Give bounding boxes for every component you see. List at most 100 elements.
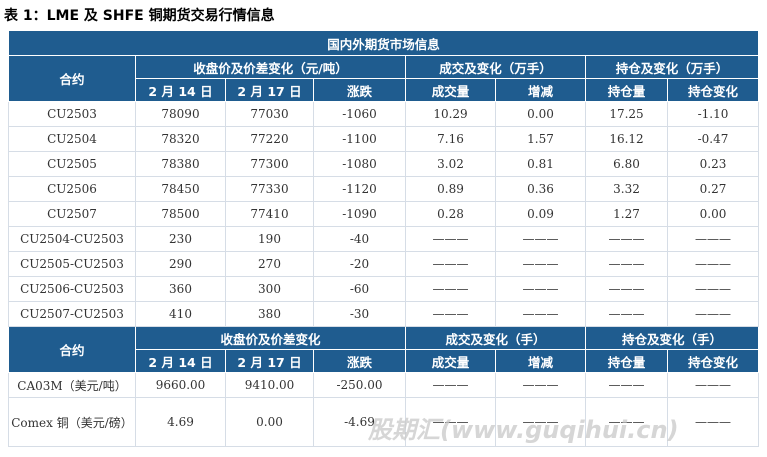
data-cell: ——— [585, 372, 668, 398]
table-row: 合约 收盘价及价差变化 成交及变化（手） 持仓及变化（手） [8, 326, 760, 373]
data-cell: 190 [225, 226, 314, 252]
data-cell: 7.16 [405, 126, 496, 152]
header-cell: 成交及变化（万手） [405, 55, 586, 79]
data-cell: ——— [666, 251, 760, 277]
data-cell: -1060 [313, 101, 406, 127]
data-cell: 0.28 [405, 201, 496, 227]
data-cell: CU2503 [8, 101, 136, 127]
data-cell: CA03M（美元/吨） [8, 372, 136, 398]
data-cell: CU2504-CU2503 [8, 226, 136, 252]
subheader-cell: 2 月 14 日 [135, 78, 226, 102]
data-cell: 0.27 [666, 176, 760, 202]
data-cell: CU2505 [8, 151, 136, 177]
subheader-cell: 涨跌 [313, 349, 406, 373]
table-row: CU2506 78450 77330 -1120 0.89 0.36 3.32 0.27 [8, 176, 760, 202]
data-cell: -1120 [313, 176, 406, 202]
data-cell: ——— [585, 226, 668, 252]
header-cell: 持仓及变化（手） [584, 326, 760, 350]
subheader-cell: 2 月 17 日 [225, 349, 314, 373]
data-cell: 0.23 [666, 151, 760, 177]
data-cell: 380 [225, 301, 314, 327]
data-cell: 0.81 [495, 151, 586, 177]
data-cell: -1080 [313, 151, 406, 177]
data-cell: ——— [405, 397, 496, 447]
watermark: 股期汇(www.guqihui.cn) [368, 416, 679, 444]
table-row: CU2504-CU2503 230 190 -40 ——— ——— ——— ——— [8, 226, 760, 252]
data-cell: Comex 铜（美元/磅） [8, 397, 136, 447]
data-cell: ——— [666, 226, 760, 252]
header-cell: 合约 [8, 326, 136, 373]
subheader-cell: 持仓量 [585, 78, 668, 102]
data-cell: ——— [495, 372, 586, 398]
data-cell: CU2505-CU2503 [8, 251, 136, 277]
data-cell: ——— [495, 276, 586, 302]
data-cell: 4.69 [135, 397, 226, 447]
subheader-cell: 2 月 14 日 [135, 349, 226, 373]
header-cell: 持仓及变化（万手） [584, 55, 760, 79]
data-cell: 77030 [225, 101, 314, 127]
subheader-cell: 2 月 17 日 [225, 78, 314, 102]
data-cell: 10.29 [405, 101, 496, 127]
data-cell: 9660.00 [135, 372, 226, 398]
data-cell: 77330 [225, 176, 314, 202]
data-cell: ——— [666, 372, 760, 398]
data-cell: 410 [135, 301, 226, 327]
table-row: CA03M（美元/吨） 9660.00 9410.00 -250.00 ——— ——— ——… [8, 372, 760, 398]
data-cell: 77300 [225, 151, 314, 177]
table-row: CU2506-CU2503 360 300 -60 ——— ——— ——— ——— [8, 276, 760, 302]
table-row: CU2507-CU2503 410 380 -30 ——— ——— ——— ——— [8, 301, 760, 327]
data-cell: -1100 [313, 126, 406, 152]
data-cell: 78090 [135, 101, 226, 127]
data-cell: ——— [405, 226, 496, 252]
data-cell: CU2506 [8, 176, 136, 202]
data-cell: ——— [666, 301, 760, 327]
data-cell: ——— [585, 251, 668, 277]
data-cell: ——— [405, 251, 496, 277]
data-cell: 78450 [135, 176, 226, 202]
data-cell: 0.00 [495, 101, 586, 127]
data-cell: -60 [313, 276, 406, 302]
data-cell: 3.32 [585, 176, 668, 202]
data-cell: ——— [405, 301, 496, 327]
subheader-cell: 持仓变化 [666, 349, 760, 373]
table-row: CU2504 78320 77220 -1100 7.16 1.57 16.12 -0.47 [8, 126, 760, 152]
data-cell: 3.02 [405, 151, 496, 177]
data-cell: 78500 [135, 201, 226, 227]
data-cell: -30 [313, 301, 406, 327]
data-cell: ——— [666, 397, 760, 447]
table-row: CU2507 78500 77410 -1090 0.28 0.09 1.27 0.00 [8, 201, 760, 227]
data-cell: 300 [225, 276, 314, 302]
data-cell: ——— [585, 276, 668, 302]
data-cell: ——— [405, 276, 496, 302]
subheader-cell: 增减 [495, 78, 586, 102]
data-cell: 0.36 [495, 176, 586, 202]
data-cell: 9410.00 [225, 372, 314, 398]
data-cell: 290 [135, 251, 226, 277]
data-cell: ——— [666, 276, 760, 302]
data-cell: ——— [585, 397, 668, 447]
data-cell: -1.10 [666, 101, 760, 127]
subheader-cell: 成交量 [405, 349, 496, 373]
data-cell: CU2507-CU2503 [8, 301, 136, 327]
data-cell: 0.00 [225, 397, 314, 447]
data-cell: ——— [495, 226, 586, 252]
section-header: 国内外期货市场信息 [7, 30, 760, 56]
subheader-cell: 持仓变化 [666, 78, 760, 102]
table-row: 合约 收盘价及价差变化（元/吨） 成交及变化（万手） 持仓及变化（万手） [8, 55, 760, 102]
data-cell: 360 [135, 276, 226, 302]
table-row: CU2505-CU2503 290 270 -20 ——— ——— ——— ——— [8, 251, 760, 277]
table-row: Comex 铜（美元/磅） 4.69 0.00 -4.69 ——— ——— ——— ——— [8, 397, 760, 447]
header-cell: 收盘价及价差变化（元/吨） [135, 55, 406, 79]
data-cell: -40 [313, 226, 406, 252]
data-cell: -0.47 [666, 126, 760, 152]
header-cell: 收盘价及价差变化 [135, 326, 406, 350]
data-cell: 6.80 [585, 151, 668, 177]
data-cell: 1.57 [495, 126, 586, 152]
table-row: CU2503 78090 77030 -1060 10.29 0.00 17.25 -1.10 [8, 101, 760, 127]
data-cell: CU2504 [8, 126, 136, 152]
subheader-cell: 持仓量 [585, 349, 668, 373]
data-cell: -1090 [313, 201, 406, 227]
data-cell: CU2507 [8, 201, 136, 227]
data-cell: 77220 [225, 126, 314, 152]
